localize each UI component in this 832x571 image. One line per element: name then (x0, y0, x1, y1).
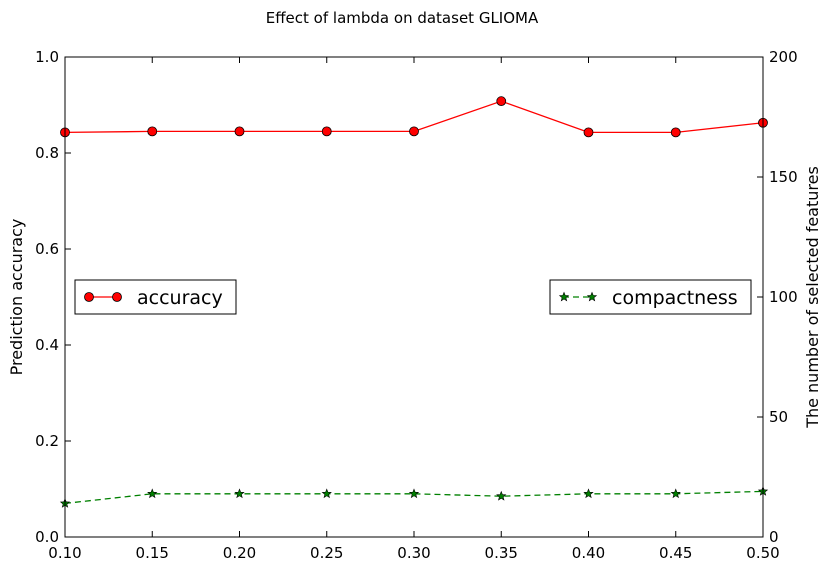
x-tick-label: 0.35 (485, 544, 518, 562)
legend-accuracy-label: accuracy (137, 287, 223, 309)
data-point-accuracy (234, 126, 245, 137)
x-tick-label: 0.20 (223, 544, 256, 562)
data-point-compactness (670, 488, 681, 499)
legend-compactness-marker (586, 291, 598, 302)
plot-area (59, 96, 769, 508)
data-point-accuracy (409, 126, 419, 137)
chart-title: Effect of lambda on dataset GLIOMA (266, 9, 539, 27)
y-tick-label: 0.8 (35, 144, 59, 162)
y-tick-label: 0.0 (35, 528, 59, 546)
x-tick-label: 0.50 (746, 544, 779, 562)
data-point-compactness (583, 488, 594, 499)
legend-compactness-marker (558, 291, 570, 302)
y-right-tick-label: 100 (769, 288, 798, 306)
series-line-compactness (64, 490, 764, 505)
y-right-tick-label: 0 (769, 528, 779, 546)
y-right-tick-label: 150 (769, 168, 798, 186)
data-point-accuracy (147, 126, 158, 137)
y-tick-label: 0.6 (35, 240, 59, 258)
legend-accuracy: accuracy (74, 279, 237, 315)
data-point-accuracy (583, 127, 594, 138)
x-tick-label: 0.45 (659, 544, 692, 562)
data-point-compactness (321, 488, 332, 499)
x-tick-label: 0.30 (397, 544, 430, 562)
data-point-accuracy (670, 127, 681, 138)
y-tick-label: 1.0 (35, 48, 59, 66)
y-tick-label: 0.4 (35, 336, 59, 354)
y-axis-left-label: Prediction accuracy (7, 219, 26, 376)
data-point-compactness (496, 490, 507, 501)
y-axis-left: 0.0 0.2 0.4 0.6 0.8 1.0 (35, 48, 71, 546)
x-tick-label: 0.10 (48, 544, 81, 562)
legend-accuracy-marker (112, 292, 122, 302)
y-right-tick-label: 50 (769, 408, 788, 426)
y-tick-label: 0.2 (35, 432, 59, 450)
x-tick-label: 0.15 (136, 544, 169, 562)
legend-compactness-label: compactness (612, 287, 738, 309)
y-axis-right-label: The number of selected features (803, 166, 822, 429)
y-axis-right: 0 50 100 150 200 (757, 48, 798, 546)
data-point-compactness (408, 488, 420, 499)
data-point-compactness (147, 488, 158, 499)
data-point-accuracy (496, 96, 507, 107)
x-tick-label: 0.40 (572, 544, 605, 562)
data-point-compactness (234, 488, 245, 499)
x-axis: 0.10 0.15 0.20 0.25 0.30 0.35 0.40 0.45 0.50 (48, 57, 780, 562)
legend-accuracy-marker (84, 292, 94, 302)
x-tick-label: 0.25 (310, 544, 343, 562)
legend-compactness: compactness (549, 279, 752, 315)
y-right-tick-label: 200 (769, 48, 798, 66)
data-point-accuracy (321, 126, 332, 137)
